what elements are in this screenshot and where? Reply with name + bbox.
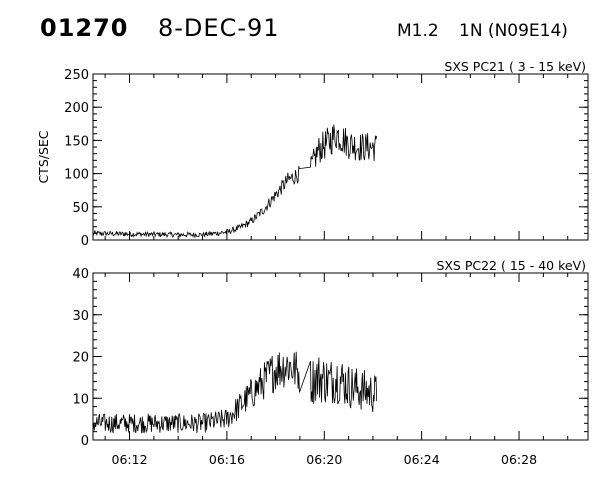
y-tick-label: 150 xyxy=(64,134,89,149)
flare-class: M1.2 xyxy=(397,21,439,41)
y-tick-label: 30 xyxy=(72,309,89,324)
x-tick-label: 06:24 xyxy=(404,452,440,467)
y-tick-label: 40 xyxy=(72,267,89,282)
series-title: SXS PC22 ( 15 - 40 keV) xyxy=(436,258,586,273)
event-date: 8-DEC-91 xyxy=(158,14,280,42)
y-tick-label: 200 xyxy=(64,101,89,116)
x-tick-label: 06:20 xyxy=(306,452,342,467)
lightcurve-trace xyxy=(92,124,378,239)
plot-frame xyxy=(92,272,589,441)
y-tick-label: 0 xyxy=(81,434,89,449)
y-tick-label: 50 xyxy=(72,201,89,216)
y-tick-label: 10 xyxy=(72,392,89,407)
plot-frame xyxy=(92,73,589,241)
x-tick-label: 06:16 xyxy=(209,452,245,467)
event-id: 01270 xyxy=(40,14,129,42)
y-tick-label: 250 xyxy=(64,68,89,83)
flare-location: 1N (N09E14) xyxy=(459,21,568,41)
x-tick-label: 06:28 xyxy=(501,452,537,467)
y-tick-label: 0 xyxy=(81,234,89,249)
x-tick-label: 06:12 xyxy=(112,452,148,467)
y-tick-label: 100 xyxy=(64,168,89,183)
y-axis-label: CTS/SEC xyxy=(36,130,51,183)
series-title: SXS PC21 ( 3 - 15 keV) xyxy=(444,59,586,74)
lightcurve-trace xyxy=(92,351,378,434)
y-tick-label: 20 xyxy=(72,351,89,366)
